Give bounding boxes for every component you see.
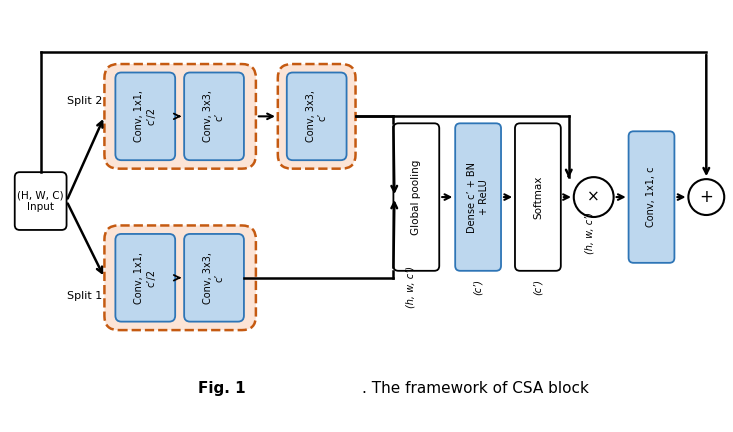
- Text: Conv, 1x1,
c’/2: Conv, 1x1, c’/2: [134, 90, 156, 143]
- Text: Fig. 1: Fig. 1: [198, 381, 246, 396]
- FancyBboxPatch shape: [115, 73, 175, 160]
- FancyBboxPatch shape: [115, 234, 175, 322]
- FancyBboxPatch shape: [394, 123, 439, 271]
- Circle shape: [574, 177, 614, 217]
- Text: Split 2: Split 2: [67, 96, 103, 106]
- Text: Conv, 3x3,
c’: Conv, 3x3, c’: [203, 90, 225, 143]
- FancyBboxPatch shape: [184, 73, 244, 160]
- FancyBboxPatch shape: [278, 64, 356, 168]
- Text: Conv, 3x3,
c’: Conv, 3x3, c’: [306, 90, 328, 143]
- Text: +: +: [699, 188, 713, 206]
- Text: (h, w, c’): (h, w, c’): [585, 212, 594, 254]
- Circle shape: [688, 179, 724, 215]
- Text: . The framework of CSA block: . The framework of CSA block: [361, 381, 589, 396]
- Text: ×: ×: [587, 190, 600, 205]
- Text: Conv, 3x3,
c’: Conv, 3x3, c’: [203, 252, 225, 304]
- FancyBboxPatch shape: [629, 131, 674, 263]
- FancyBboxPatch shape: [184, 234, 244, 322]
- FancyBboxPatch shape: [104, 226, 256, 330]
- Text: Split 1: Split 1: [67, 291, 103, 301]
- Text: Softmax: Softmax: [533, 175, 543, 219]
- Text: (H, W, C)
Input: (H, W, C) Input: [18, 190, 64, 212]
- FancyBboxPatch shape: [287, 73, 347, 160]
- FancyBboxPatch shape: [104, 64, 256, 168]
- Text: Conv, 1x1, c: Conv, 1x1, c: [647, 167, 657, 227]
- Text: Dense c’ + BN
+ ReLU: Dense c’ + BN + ReLU: [468, 162, 489, 232]
- Text: Global pooling: Global pooling: [411, 159, 421, 235]
- FancyBboxPatch shape: [515, 123, 561, 271]
- Text: (c’): (c’): [473, 279, 483, 295]
- FancyBboxPatch shape: [455, 123, 501, 271]
- Text: (c’): (c’): [533, 279, 543, 295]
- Text: (h, w, c’): (h, w, c’): [405, 266, 416, 308]
- Text: Conv, 1x1,
c’/2: Conv, 1x1, c’/2: [134, 252, 156, 304]
- FancyBboxPatch shape: [15, 172, 67, 230]
